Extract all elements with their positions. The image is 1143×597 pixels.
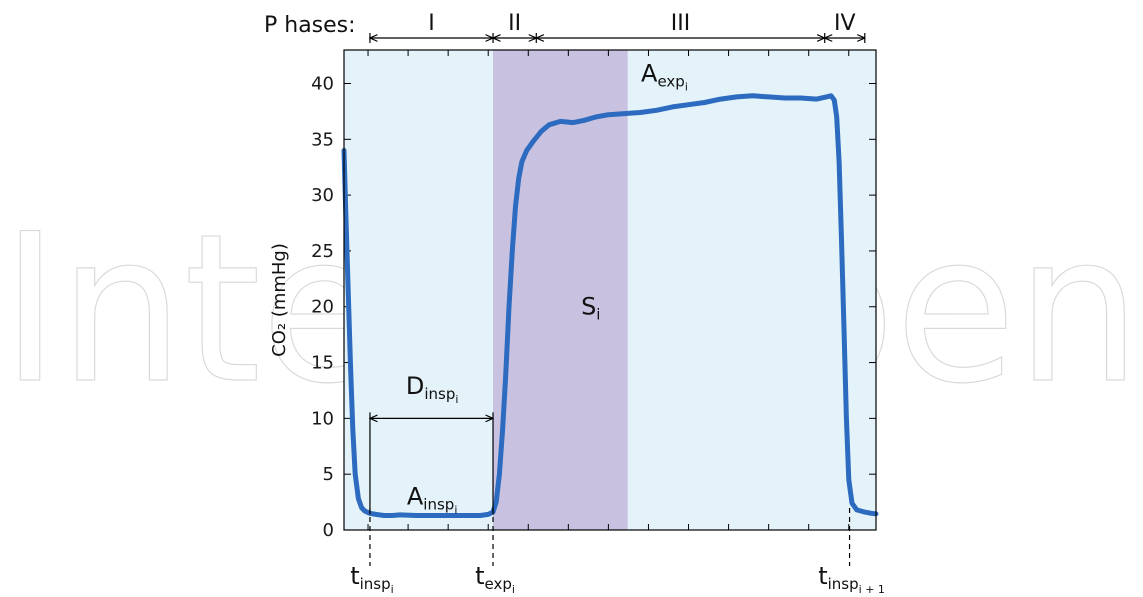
y-tick-label: 25 (311, 241, 334, 262)
y-tick-label: 20 (311, 297, 334, 318)
phase-markers: I II III IV (370, 11, 865, 43)
y-tick-label: 0 (323, 520, 334, 541)
t-insp-label: tinspi (350, 562, 394, 596)
phase-label-III: III (671, 11, 690, 36)
t-insp-next-label: tinspi + 1 (818, 562, 885, 596)
y-tick-label: 15 (311, 353, 334, 374)
shaded-region (493, 50, 628, 530)
phase-label-IV: IV (834, 11, 856, 36)
y-tick-label: 5 (323, 464, 334, 485)
y-tick-label: 40 (311, 73, 334, 94)
y-tick-label: 10 (311, 408, 334, 429)
d-insp-label: Dinspi (406, 372, 459, 406)
plot-frame (343, 49, 877, 531)
t-exp-label: texpi (475, 562, 515, 596)
d-insp-bracket (370, 412, 493, 515)
co2-curve (341, 93, 879, 518)
y-tick-labels: 0 5 10 15 20 25 30 35 40 (311, 73, 334, 541)
phase-label-I: I (428, 11, 435, 36)
a-exp-label: Aexpi (641, 59, 688, 93)
y-axis-title: CO₂ (mmHg) (269, 243, 290, 357)
phase-label-II: II (508, 11, 521, 36)
s-label: Si (581, 293, 600, 324)
y-tick-label: 35 (311, 129, 334, 150)
phases-label: P hases: (264, 13, 356, 38)
a-insp-label: Ainspi (407, 482, 458, 516)
tick-marks (344, 50, 876, 531)
time-marker-lines (369, 508, 851, 566)
y-tick-label: 30 (311, 185, 334, 206)
